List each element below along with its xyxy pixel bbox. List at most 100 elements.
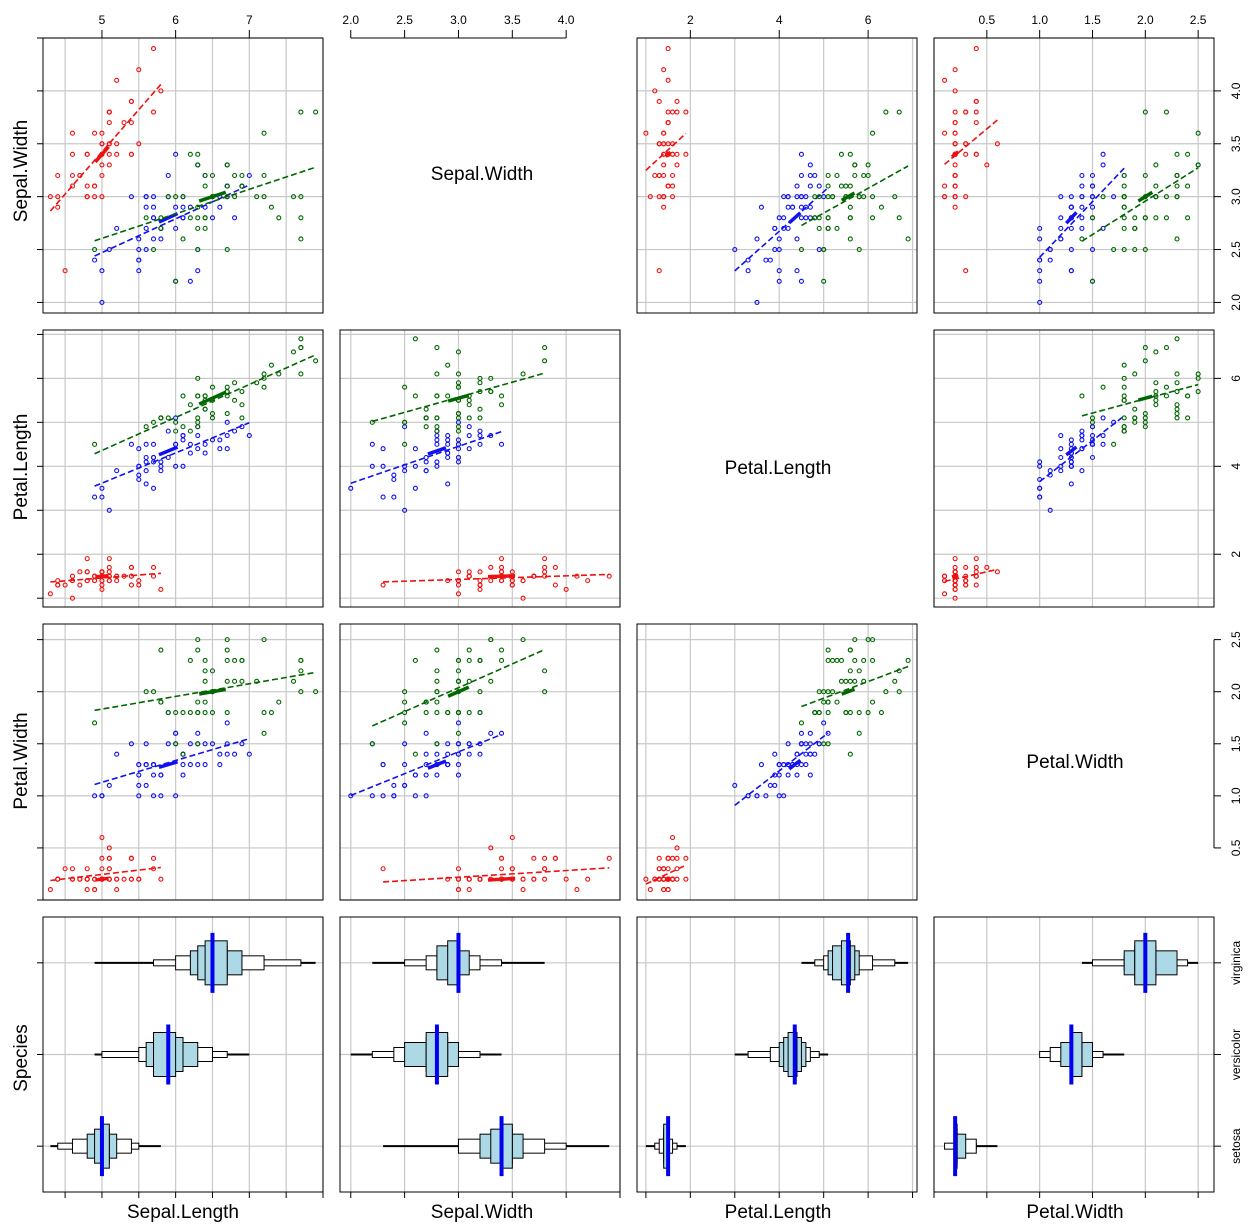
point-setosa-r2c2: [670, 855, 676, 861]
point-versicolor-r2c2: [807, 772, 813, 778]
point-versicolor-r0c0: [195, 268, 201, 274]
point-virginica-r1c3: [1142, 424, 1148, 430]
point-versicolor-r1c0: [136, 446, 142, 452]
point-setosa-r1c1: [520, 595, 526, 601]
point-virginica-r2c1: [466, 657, 472, 664]
point-versicolor-r1c0: [224, 446, 230, 452]
point-virginica-r2c1: [455, 709, 462, 716]
point-virginica-r2c2: [847, 709, 853, 716]
point-setosa-r1c3: [942, 573, 948, 579]
point-virginica-r2c0: [209, 709, 216, 716]
point-versicolor-r2c2: [807, 741, 813, 747]
point-versicolor-r1c3: [1100, 441, 1106, 447]
point-versicolor-r1c3: [1079, 468, 1085, 474]
point-setosa-r0c0: [62, 268, 68, 274]
point-setosa-r0c3: [952, 130, 958, 136]
point-setosa-r1c1: [552, 582, 558, 588]
point-setosa-r2c1: [509, 866, 515, 872]
point-versicolor-r0c3: [1089, 194, 1096, 200]
point-virginica-r0c2: [825, 194, 831, 200]
point-virginica-r0c0: [224, 246, 230, 253]
point-virginica-r1c1: [423, 424, 429, 430]
point-versicolor-r0c3: [1047, 246, 1053, 253]
point-versicolor-r1c0: [128, 441, 134, 447]
point-virginica-r2c1: [542, 689, 548, 695]
point-virginica-r0c0: [195, 162, 201, 168]
point-setosa-r2c1: [380, 866, 386, 872]
point-versicolor-r0c2: [803, 215, 809, 221]
point-versicolor-r2c2: [798, 730, 804, 736]
point-setosa-r0c0: [69, 172, 76, 179]
point-versicolor-r2c0: [173, 793, 179, 799]
point-versicolor-r2c1: [455, 751, 462, 757]
point-setosa-r1c0: [128, 582, 134, 588]
point-versicolor-r1c1: [412, 485, 418, 491]
point-setosa-r0c3: [952, 172, 958, 179]
point-virginica-r1c1: [498, 393, 505, 399]
point-versicolor-r2c0: [150, 772, 157, 778]
point-setosa-r2c0: [106, 845, 112, 851]
median-segment-virginica-r1c0: [198, 390, 227, 406]
point-versicolor-r0c2: [767, 257, 773, 263]
point-virginica-r1c0: [239, 389, 245, 395]
point-virginica-r1c0: [268, 362, 274, 368]
point-versicolor-r0c0: [173, 204, 179, 210]
point-virginica-r2c1: [402, 699, 408, 705]
median-segment-setosa-r2c1: [487, 876, 516, 882]
point-versicolor-r0c2: [758, 204, 764, 210]
point-virginica-r2c1: [412, 657, 418, 664]
point-virginica-r0c3: [1185, 215, 1191, 221]
point-virginica-r1c3: [1111, 441, 1117, 447]
point-versicolor-r2c0: [173, 730, 179, 736]
point-virginica-r2c2: [847, 678, 853, 684]
point-versicolor-r0c0: [92, 257, 98, 263]
point-setosa-r2c2: [674, 845, 680, 851]
median-segment-setosa-r1c3: [951, 573, 959, 579]
point-virginica-r0c2: [852, 162, 858, 168]
panel-frame-r0c2: [636, 37, 918, 314]
point-versicolor-r2c1: [412, 793, 418, 799]
top-tick-label-col1: 2.0: [342, 13, 359, 27]
point-virginica-r2c2: [847, 668, 853, 674]
point-setosa-r1c0: [150, 564, 157, 570]
point-virginica-r2c0: [165, 709, 171, 716]
point-virginica-r0c0: [232, 172, 238, 179]
point-versicolor-r0c0: [187, 278, 193, 284]
trend-line-versicolor-r0c2: [734, 187, 829, 272]
point-setosa-r0c3: [952, 194, 958, 200]
point-versicolor-r1c1: [445, 432, 451, 439]
point-setosa-r0c3: [963, 109, 969, 115]
trend-line-versicolor-r1c1: [350, 430, 502, 485]
point-setosa-r1c1: [380, 582, 386, 588]
point-versicolor-r1c0: [143, 454, 149, 461]
point-versicolor-r0c0: [180, 204, 186, 210]
point-setosa-r1c1: [585, 578, 591, 584]
point-versicolor-r1c3: [1037, 459, 1043, 465]
y-axis-label-sepal-width: Sepal.Width: [11, 120, 32, 222]
point-versicolor-r2c2: [807, 730, 813, 736]
point-virginica-r2c1: [434, 647, 440, 653]
point-virginica-r1c0: [239, 402, 245, 408]
right-tick-label-row3: setosa: [1229, 1128, 1243, 1164]
point-versicolor-r0c3: [1100, 162, 1106, 168]
point-virginica-r2c1: [477, 657, 483, 664]
point-setosa-r2c1: [466, 876, 472, 882]
point-setosa-r0c0: [128, 151, 134, 157]
point-setosa-r0c2: [665, 183, 671, 189]
point-virginica-r2c2: [834, 699, 840, 705]
point-virginica-r0c3: [1153, 183, 1159, 189]
point-setosa-r0c0: [136, 67, 142, 73]
hist-box-virginica-r3c2: [840, 940, 851, 986]
point-setosa-r2c2: [683, 876, 689, 882]
top-tick-label-col0: 5: [99, 13, 106, 27]
point-setosa-r0c0: [84, 151, 90, 157]
point-versicolor-r1c3: [1079, 428, 1085, 434]
point-versicolor-r1c3: [1068, 481, 1074, 487]
point-versicolor-r1c0: [158, 468, 164, 474]
point-versicolor-r1c0: [187, 441, 193, 447]
point-virginica-r1c3: [1185, 415, 1191, 421]
point-versicolor-r0c3: [1079, 194, 1085, 200]
point-virginica-r2c2: [834, 657, 840, 664]
point-virginica-r2c1: [434, 678, 440, 684]
point-versicolor-r1c1: [455, 454, 462, 461]
